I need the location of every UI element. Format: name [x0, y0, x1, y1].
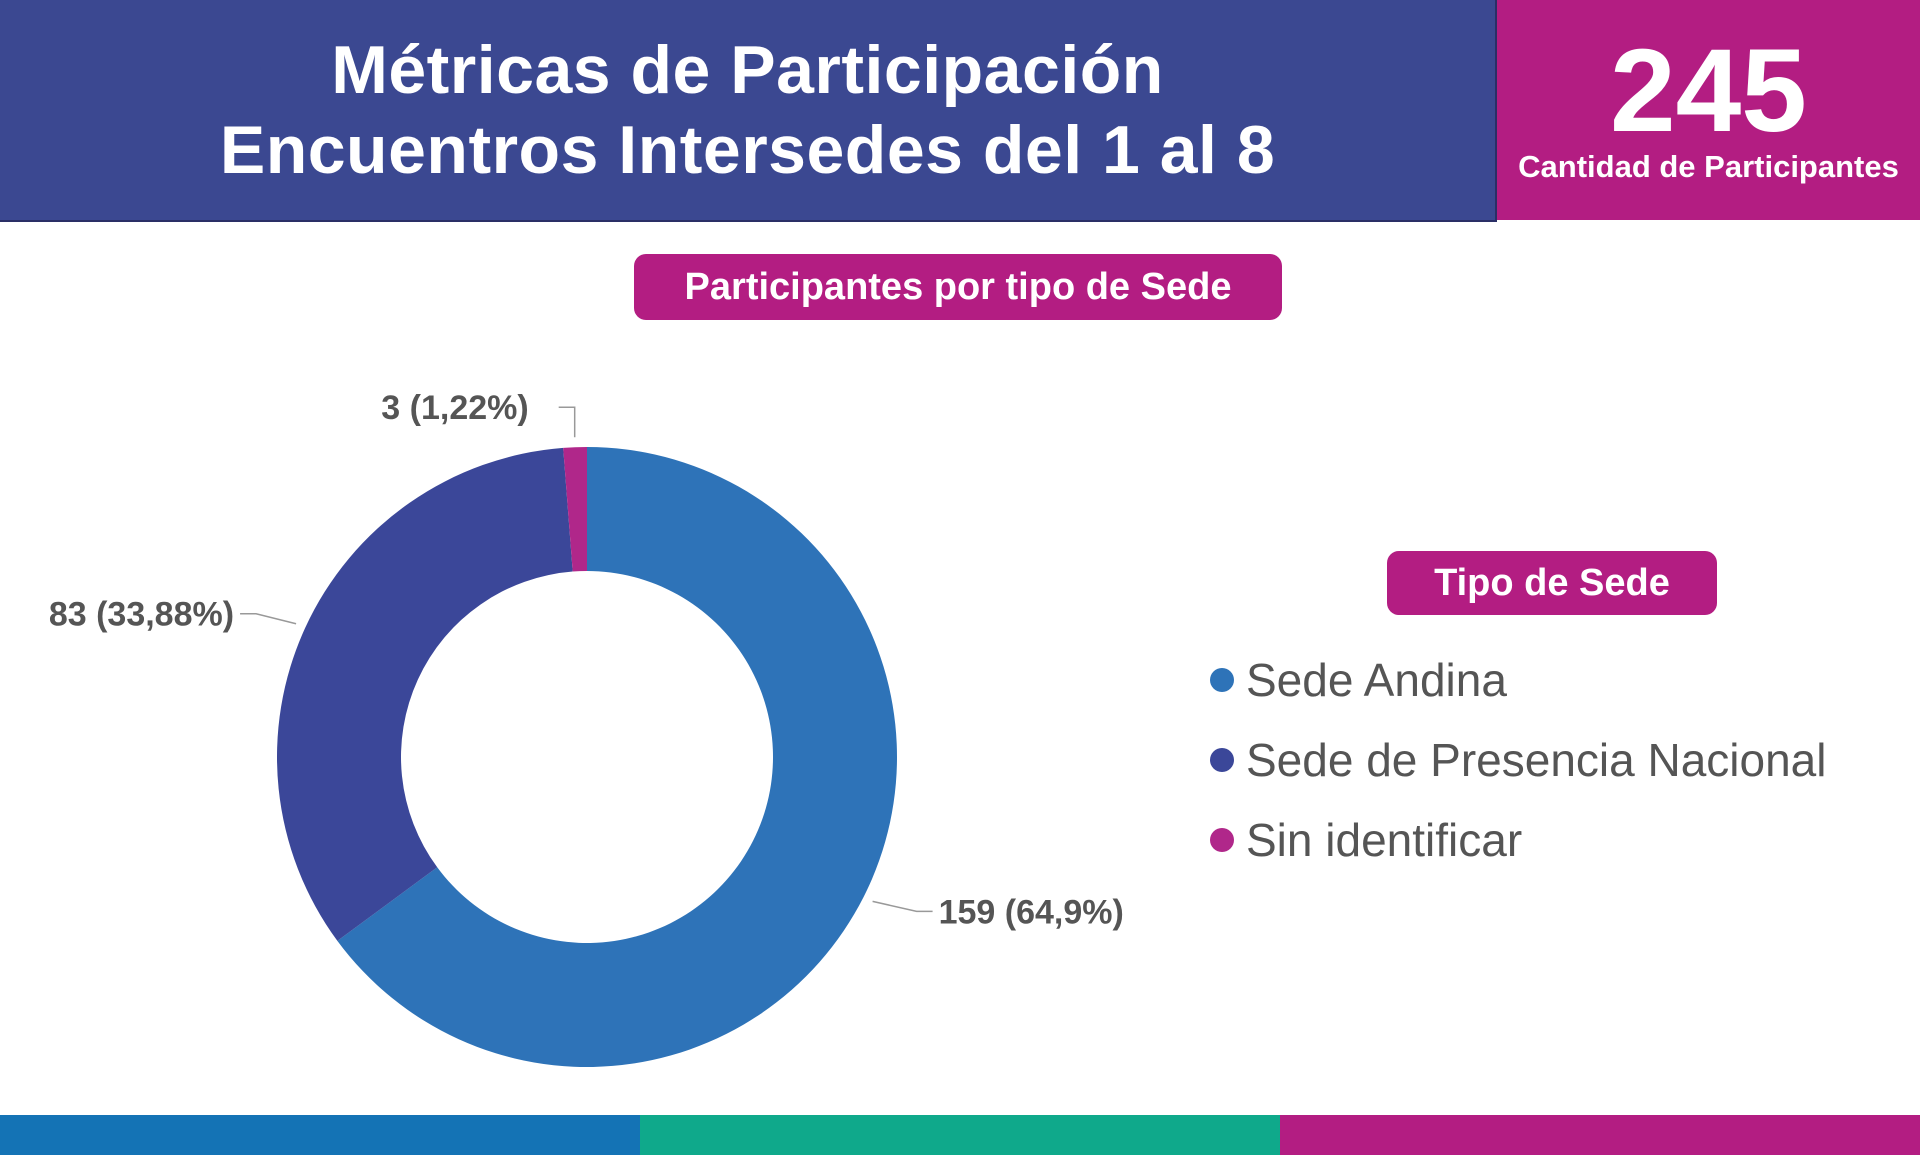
leader-line: [240, 612, 297, 625]
footer-bar-green: [640, 1115, 1280, 1155]
total-participants-value: 245: [1610, 25, 1807, 157]
legend-dot-icon: [1210, 668, 1234, 692]
legend-label: Sede Andina: [1246, 654, 1507, 706]
footer-bar-magenta: [1280, 1115, 1920, 1155]
slice-sin-identificar: [563, 447, 587, 572]
total-participants-label: Cantidad de Participantes: [1518, 149, 1899, 184]
legend-dot-icon: [1210, 748, 1234, 772]
legend-item: Sin identificar: [1210, 800, 1900, 880]
header-divider: [1495, 0, 1497, 222]
page-title-line-2: Encuentros Intersedes del 1 al 8: [219, 112, 1276, 188]
slice-sede-presencia-nacional: [276, 447, 573, 941]
slice-sede-andina: [337, 447, 897, 1067]
leader-line: [872, 900, 933, 913]
total-participants-panel: 245 Cantidad de Participantes: [1497, 0, 1920, 220]
data-label-sede-andina: 159 (64,9%): [939, 893, 1124, 931]
legend-title: Tipo de Sede: [1387, 551, 1717, 615]
header-title-panel: Métricas de Participación Encuentros Int…: [0, 0, 1495, 222]
footer-bar-blue: [0, 1115, 640, 1155]
legend-dot-icon: [1210, 828, 1234, 852]
data-label-sin-identificar: 3 (1,22%): [381, 389, 528, 427]
legend-item: Sede Andina: [1210, 640, 1900, 720]
legend-label: Sin identificar: [1246, 814, 1523, 866]
page-title-line-1: Métricas de Participación: [331, 32, 1164, 108]
chart-title: Participantes por tipo de Sede: [634, 254, 1282, 320]
legend-label: Sede de Presencia Nacional: [1246, 734, 1827, 786]
legend: Sede Andina Sede de Presencia Nacional S…: [1210, 640, 1900, 880]
leader-line: [558, 406, 576, 438]
donut-chart: 159 (64,9%) 83 (33,88%) 3 (1,22%): [49, 389, 1124, 1067]
legend-item: Sede de Presencia Nacional: [1210, 720, 1900, 800]
data-label-sede-presencia-nacional: 83 (33,88%): [49, 596, 234, 634]
